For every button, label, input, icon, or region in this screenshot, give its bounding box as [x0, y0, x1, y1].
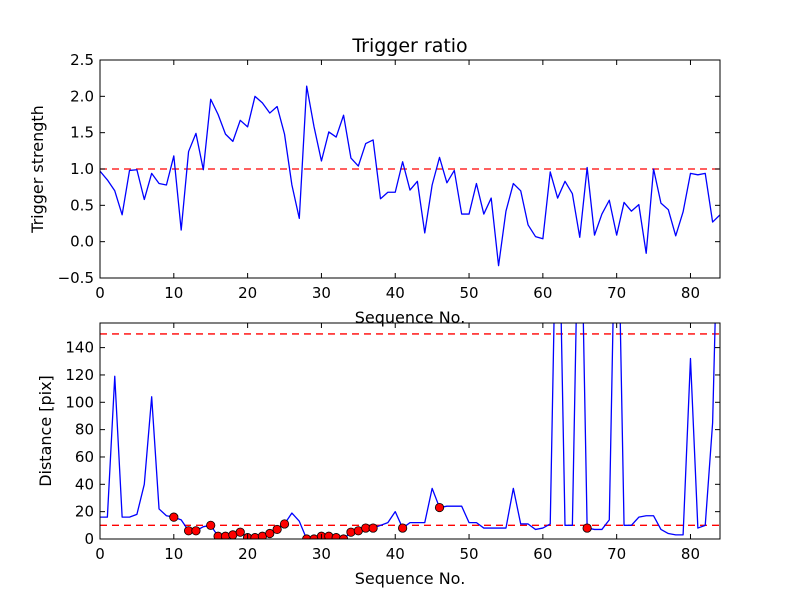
trigger-chart-title: Trigger ratio [351, 35, 467, 57]
trigger-y-tick-label: 0.5 [70, 196, 94, 214]
distance-y-tick-label: 20 [75, 503, 94, 521]
distance-chart: 0 10 20 30 40 50 60 70 80 0 20 40 60 80 100 120 140 Seque… [36, 322, 721, 588]
distance-data-marker [206, 520, 216, 530]
trigger-y-axis-label: Trigger strength [28, 105, 47, 234]
trigger-y-tick-label: 2.5 [70, 51, 94, 69]
trigger-y-tick-label: 1.0 [70, 160, 94, 178]
distance-x-tick-label: 80 [681, 545, 700, 563]
trigger-x-tick-label: 70 [607, 284, 626, 302]
distance-data-marker [191, 526, 201, 536]
distance-y-axis-label: Distance [pix] [36, 375, 55, 487]
trigger-y-tick-label: 1.5 [70, 124, 94, 142]
distance-x-tick-label: 70 [607, 545, 626, 563]
distance-data-marker [265, 528, 275, 539]
trigger-y-tick-label: −0.5 [58, 269, 94, 287]
distance-data-marker [272, 524, 282, 535]
distance-x-tick-label: 10 [164, 545, 183, 563]
distance-data-marker [250, 533, 260, 539]
trigger-x-tick-label: 20 [238, 284, 257, 302]
distance-y-tick-label: 100 [65, 393, 94, 411]
distance-data-marker [582, 523, 592, 533]
distance-data-marker [368, 523, 378, 533]
distance-data-marker [169, 512, 179, 522]
distance-axes-frame [99, 322, 721, 540]
distance-data-marker [279, 519, 290, 529]
distance-x-tick-label: 40 [386, 545, 405, 563]
distance-data-marker [434, 502, 445, 513]
distance-data-marker [398, 523, 408, 533]
distance-y-tick-label: 80 [75, 421, 94, 439]
distance-y-tick-label: 0 [84, 530, 94, 548]
distance-plot-area [100, 323, 720, 539]
distance-data-marker [331, 533, 341, 539]
trigger-x-tick-label: 40 [386, 284, 405, 302]
distance-x-axis-label: Sequence No. [355, 569, 466, 588]
trigger-plot-area [100, 85, 720, 267]
distance-y-tick-label: 60 [75, 448, 94, 466]
trigger-ratio-chart: 0 10 20 30 40 50 60 70 80 −0.5 0.0 0.5 1.0 1.5 2.0 2.5 T… [28, 35, 721, 327]
trigger-x-tick-label: 30 [312, 284, 331, 302]
distance-x-tick-label: 20 [238, 545, 257, 563]
trigger-x-tick-label: 50 [460, 284, 479, 302]
distance-y-tick-label: 40 [75, 475, 94, 493]
distance-x-tick-label: 30 [312, 545, 331, 563]
distance-data-marker [346, 527, 356, 537]
distance-y-tick-label: 140 [65, 339, 94, 357]
trigger-y-tick-label: 0.0 [70, 233, 94, 251]
distance-y-tick-label: 120 [65, 366, 94, 384]
distance-x-tick-label: 0 [95, 545, 105, 563]
trigger-x-tick-label: 60 [533, 284, 552, 302]
trigger-x-tick-label: 0 [95, 284, 105, 302]
trigger-series-line [100, 85, 720, 267]
distance-x-tick-label: 60 [533, 545, 552, 563]
trigger-x-tick-label: 10 [164, 284, 183, 302]
distance-series-line [100, 323, 716, 539]
distance-data-marker [235, 527, 245, 537]
trigger-axes-frame [99, 59, 721, 279]
trigger-x-axis-label: Sequence No. [355, 308, 466, 327]
trigger-x-tick-label: 80 [681, 284, 700, 302]
trigger-y-tick-label: 2.0 [70, 87, 94, 105]
distance-x-tick-label: 50 [460, 545, 479, 563]
